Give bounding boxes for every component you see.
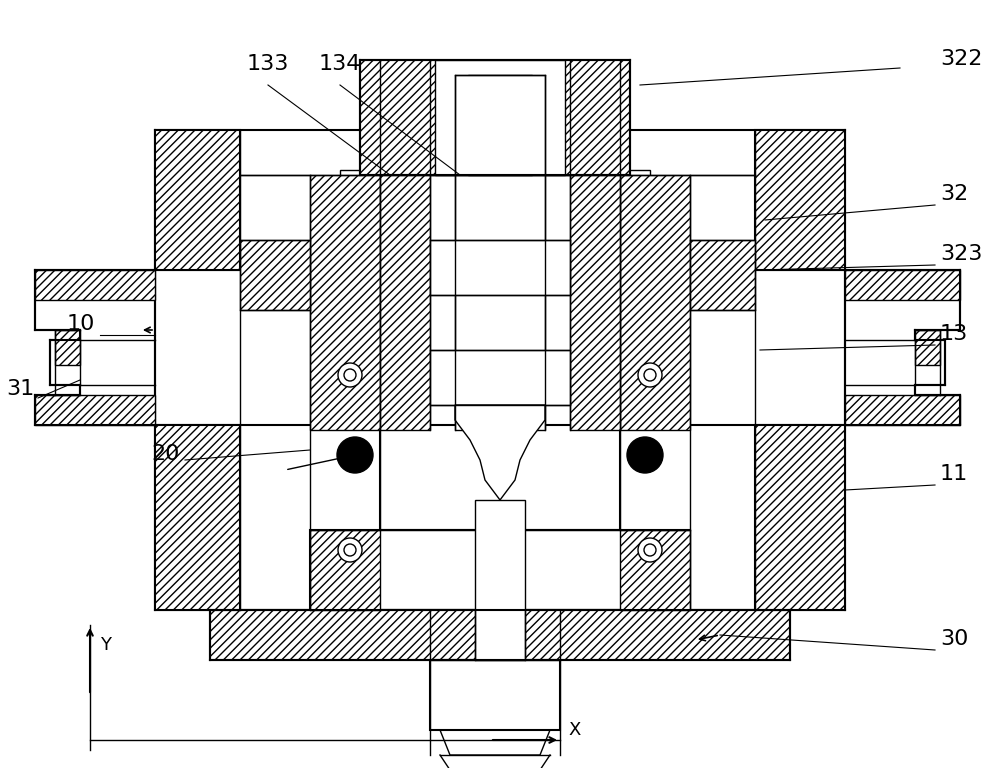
Text: 133: 133 [247, 54, 289, 74]
Circle shape [644, 369, 656, 381]
Circle shape [627, 437, 663, 473]
Polygon shape [690, 240, 755, 310]
Circle shape [337, 437, 373, 473]
Polygon shape [455, 405, 545, 500]
Polygon shape [440, 730, 550, 755]
Text: 11: 11 [940, 464, 968, 484]
Polygon shape [55, 330, 80, 365]
Polygon shape [620, 170, 650, 200]
Polygon shape [380, 175, 430, 430]
Bar [455, 75, 545, 175]
Bar [430, 240, 570, 295]
Text: 30: 30 [940, 629, 968, 649]
Polygon shape [35, 270, 155, 425]
Bar [310, 175, 380, 430]
Polygon shape [845, 270, 960, 425]
Bar [210, 610, 790, 660]
Text: X: X [568, 721, 580, 739]
Polygon shape [155, 130, 240, 270]
Bar [310, 530, 690, 610]
Polygon shape [755, 130, 845, 270]
Polygon shape [240, 240, 310, 310]
Circle shape [644, 544, 656, 556]
Bar [430, 660, 560, 730]
Text: 31: 31 [7, 379, 35, 399]
Bar [475, 500, 525, 660]
Polygon shape [35, 395, 155, 425]
Circle shape [344, 544, 356, 556]
Polygon shape [755, 425, 845, 610]
Circle shape [338, 363, 362, 387]
Circle shape [638, 363, 662, 387]
Polygon shape [35, 270, 155, 300]
Bar [620, 175, 690, 430]
Circle shape [344, 369, 356, 381]
Polygon shape [620, 530, 690, 610]
Polygon shape [915, 330, 940, 365]
Polygon shape [845, 270, 960, 300]
Circle shape [338, 538, 362, 562]
Polygon shape [155, 425, 240, 610]
Polygon shape [310, 530, 380, 610]
Polygon shape [570, 175, 620, 430]
Polygon shape [340, 170, 370, 200]
Bar [430, 350, 570, 405]
Text: 13: 13 [940, 324, 968, 344]
Text: Y: Y [100, 636, 111, 654]
Text: 134: 134 [319, 54, 361, 74]
Circle shape [638, 538, 662, 562]
Text: 20: 20 [152, 444, 180, 464]
Bar [360, 60, 630, 175]
Bar [435, 60, 565, 175]
Text: 322: 322 [940, 49, 982, 69]
Text: 323: 323 [940, 244, 982, 264]
Text: 10: 10 [67, 314, 95, 334]
Polygon shape [845, 395, 960, 425]
Bar [455, 175, 545, 430]
Bar [468, 75, 532, 175]
Text: 32: 32 [940, 184, 968, 204]
Bar [380, 175, 620, 530]
